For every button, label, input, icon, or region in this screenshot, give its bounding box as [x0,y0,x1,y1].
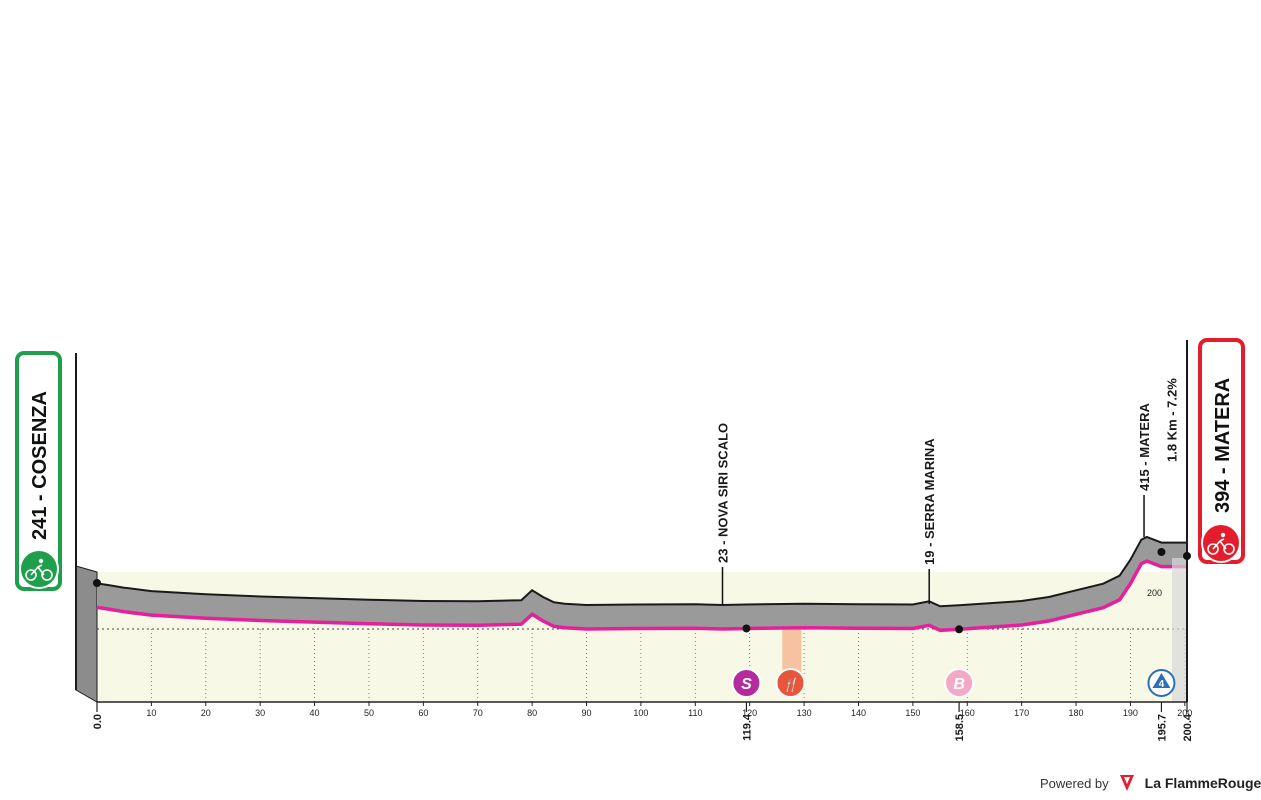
x-tick-label: 170 [1014,708,1029,718]
x-axis-ticks: 10 20 30 40 50 60 70 80 90 100 110 120 130 140 150 160 1… [146,702,1192,718]
profile-start-wall [75,565,98,703]
flamme-rouge-logo-icon [1119,775,1134,791]
svg-text:B: B [953,676,965,693]
x-tick-label: 180 [1069,708,1084,718]
svg-text:🍴: 🍴 [782,677,798,693]
town-label: 23 - NOVA SIRI SCALO [715,423,730,563]
x-tick-label: 140 [851,708,866,718]
route-point-dot [1157,548,1166,556]
start-name-label: 241 - COSENZA [29,391,51,540]
x-tick-label: 200 [1177,708,1192,718]
elevation-profile-outline [96,535,1187,608]
x-tick-label: 70 [473,708,483,718]
powered-by-label: Powered by [1040,775,1109,791]
town-annotations: 23 - NOVA SIRI SCALO 19 - SERRA MARINA 415… [715,378,1179,604]
y-axis-ticks: 200 [1147,588,1162,598]
town-label: 415 - MATERA [1137,403,1152,491]
x-tick-label: 30 [255,708,265,718]
brand-label: La FlammeRouge [1144,775,1261,791]
x-tick-label: 120 [742,708,757,718]
finish-ramp [1172,558,1186,702]
x-tick-label: 20 [201,708,211,718]
km-marker-label: 195.7 [1156,714,1168,742]
start-banner: 241 - COSENZA [15,351,62,591]
powered-by-credit: Powered by La FlammeRouge [1040,774,1261,792]
route-point-dot [1183,552,1191,560]
climb-point-icon: 4 [1147,669,1176,697]
route-line [96,559,1187,633]
x-tick-label: 100 [633,708,648,718]
bonus-point-icon: B [944,668,975,698]
x-tick-label: 160 [960,708,975,718]
x-tick-label: 130 [797,708,812,718]
race-point-icons: S 🍴 B 4 [731,668,1176,698]
finish-banner: 394 - MATERA [1198,338,1245,564]
elevation-profile-area [97,537,1187,631]
x-tick-label: 60 [418,708,428,718]
km-marker-label: 0.0 [92,714,104,729]
x-tick-label: 10 [146,708,156,718]
town-label: 1.8 Km - 7.2% [1164,378,1179,462]
svg-text:S: S [741,676,752,693]
profile-base-area [97,572,1187,702]
feed-point-icon: 🍴 [775,668,806,698]
sprint-point-icon: S [731,668,762,698]
x-tick-label: 190 [1123,708,1138,718]
finish-name-label: 394 - MATERA [1212,378,1234,513]
route-point-dot [955,625,964,634]
x-tick-label: 50 [364,708,374,718]
town-label: 19 - SERRA MARINA [922,438,937,565]
svg-text:4: 4 [1159,679,1165,690]
x-tick-label: 150 [905,708,920,718]
km-marker-label: 158.5 [954,714,966,742]
x-tick-label: 40 [310,708,320,718]
km-marker-label: 119.4 [741,713,753,741]
x-tick-label: 110 [688,708,702,718]
x-tick-label: 90 [582,708,592,718]
km-markers: 0.0 119.4 158.5 195.7 200.4 [92,548,1194,742]
km-marker-label: 200.4 [1182,713,1194,741]
route-point-dot [93,579,101,587]
x-tick-label: 80 [527,708,537,718]
route-point-dot [742,624,751,633]
y-tick-label: 200 [1147,588,1162,598]
